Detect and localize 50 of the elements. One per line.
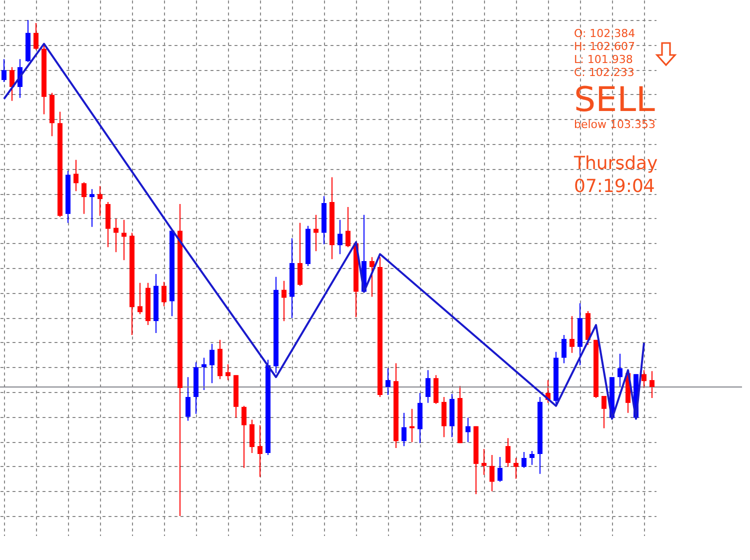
candlestick — [210, 343, 214, 384]
candlestick — [370, 256, 374, 298]
candlestick — [466, 417, 470, 443]
annotation: H: 102.607 — [574, 40, 636, 53]
candlestick — [98, 186, 102, 216]
candlestick — [82, 182, 86, 214]
candlestick — [202, 357, 206, 391]
candlestick — [346, 206, 350, 248]
candlestick — [490, 454, 494, 492]
candlestick — [2, 58, 6, 82]
candlestick — [10, 66, 14, 102]
candlestick — [386, 368, 390, 396]
candlestick — [122, 219, 126, 261]
candlestick — [114, 218, 118, 253]
candlestick — [282, 280, 286, 322]
candlestick — [426, 370, 430, 404]
candlestick — [74, 159, 78, 192]
candlestick — [242, 405, 246, 468]
candlestick — [226, 364, 230, 381]
candlestick — [90, 188, 94, 228]
candlestick — [298, 222, 302, 286]
candlestick — [498, 456, 502, 482]
candlestick — [602, 395, 606, 429]
annotation: below 103.353 — [574, 118, 657, 131]
candlestick — [522, 452, 526, 468]
candlestick — [618, 353, 622, 388]
candlestick — [514, 457, 518, 480]
candlestick — [314, 214, 318, 252]
candlestick — [34, 22, 38, 50]
candlestick — [482, 448, 486, 476]
candlestick — [410, 408, 414, 443]
candlestick — [402, 412, 406, 447]
candlestick — [530, 450, 534, 466]
annotation: Thursday — [574, 152, 658, 175]
annotation: O: 102.384 — [574, 27, 636, 40]
candlestick — [338, 219, 342, 255]
annotation: 07:19:04 — [574, 175, 656, 198]
candlestick — [250, 419, 254, 454]
candlestick — [186, 376, 190, 422]
candlestick — [562, 334, 566, 364]
candlestick — [642, 370, 646, 389]
candlestick — [138, 282, 142, 315]
candlestick — [506, 438, 510, 468]
candlestick — [570, 316, 574, 354]
annotation: SELL — [574, 80, 656, 120]
candlestick — [162, 281, 166, 307]
annotation: C: 102.233 — [574, 66, 636, 79]
candlestick — [650, 370, 654, 398]
candlestick — [258, 424, 262, 478]
annotation: L: 101.938 — [574, 53, 634, 66]
